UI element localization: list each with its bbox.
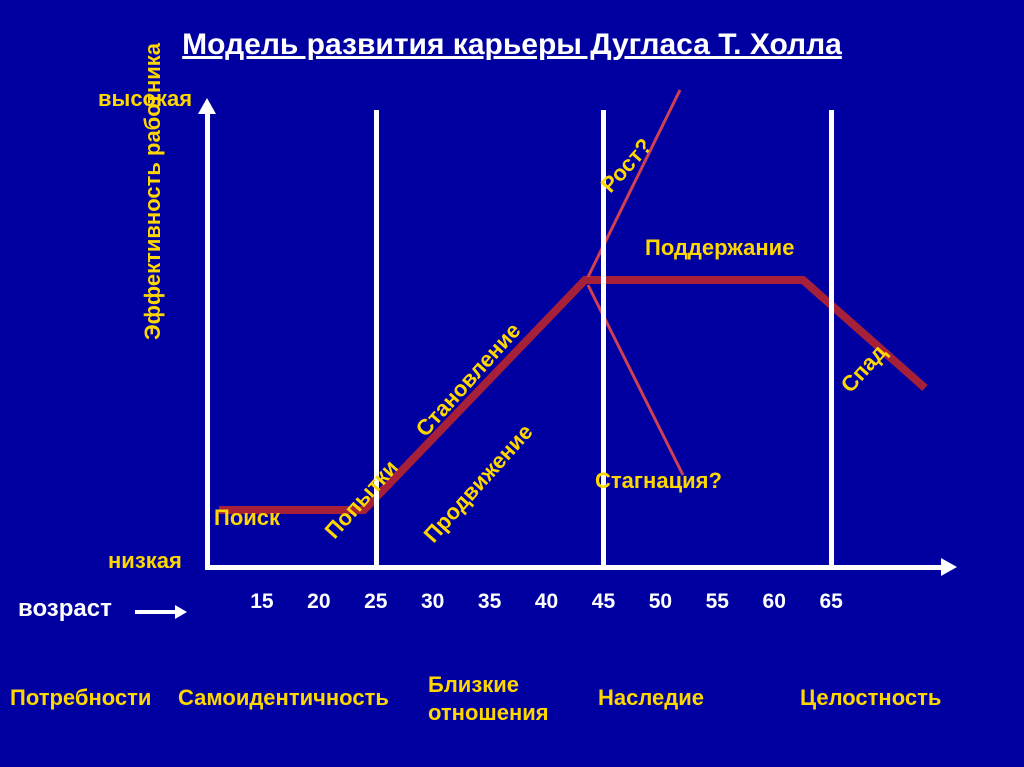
needs-item-3: Целостность	[800, 685, 941, 711]
x-tick: 15	[250, 590, 273, 614]
needs-label: Потребности	[10, 685, 151, 711]
x-tick: 60	[763, 590, 786, 614]
x-tick: 65	[819, 590, 842, 614]
x-tick: 30	[421, 590, 444, 614]
x-arrow-icon	[135, 610, 177, 614]
x-tick: 55	[706, 590, 729, 614]
label-stagnation: Стагнация?	[595, 468, 722, 494]
y-low-label: низкая	[108, 548, 182, 574]
label-search: Поиск	[214, 505, 280, 531]
x-tick: 40	[535, 590, 558, 614]
chart-title: Модель развития карьеры Дугласа Т. Холла	[182, 28, 842, 62]
needs-item-0: Самоидентичность	[178, 685, 389, 711]
x-tick: 25	[364, 590, 387, 614]
label-maintenance: Поддержание	[645, 235, 794, 261]
needs-item-1: Близкие	[428, 672, 519, 698]
needs-item-1b: отношения	[428, 700, 549, 726]
x-axis-label: возраст	[18, 595, 112, 623]
chart-area: 1520253035404550556065 Поиск Попытки Ста…	[205, 110, 945, 570]
x-tick: 35	[478, 590, 501, 614]
x-tick: 45	[592, 590, 615, 614]
needs-item-2: Наследие	[598, 685, 704, 711]
x-tick: 50	[649, 590, 672, 614]
x-tick: 20	[307, 590, 330, 614]
y-high-label: высокая	[98, 86, 192, 112]
divider-line	[829, 110, 834, 570]
